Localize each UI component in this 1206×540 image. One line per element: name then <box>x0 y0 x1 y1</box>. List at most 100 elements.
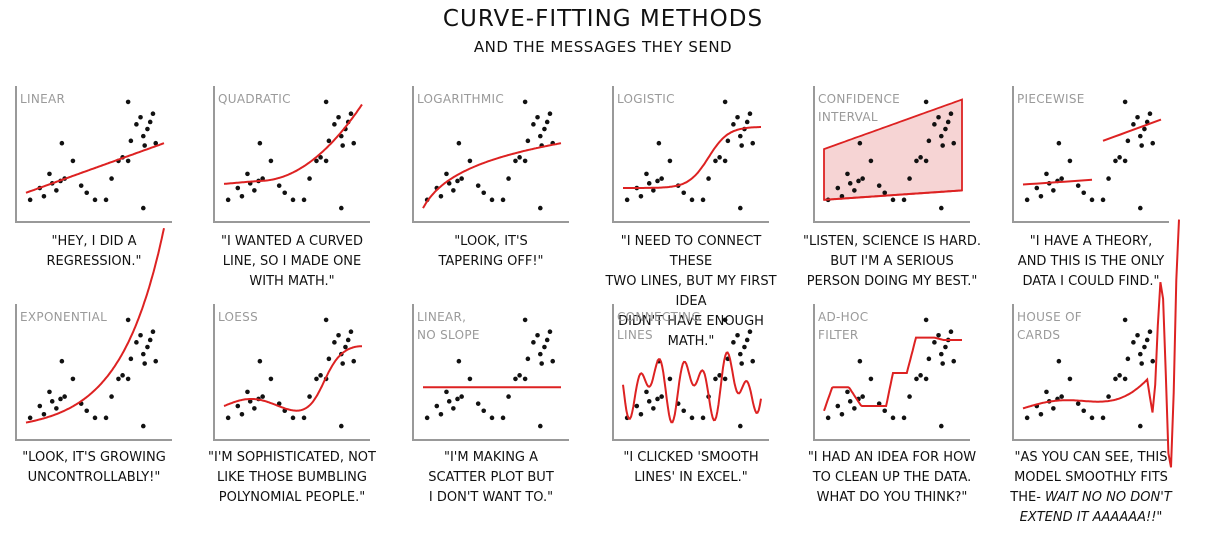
panel-caption: "I HAVE A THEORY, AND THIS IS THE ONLY D… <box>998 232 1184 292</box>
data-point <box>722 99 728 105</box>
data-point <box>239 412 245 417</box>
data-point <box>738 205 743 211</box>
data-point <box>239 194 245 199</box>
data-point <box>326 356 332 362</box>
data-point <box>235 403 241 409</box>
data-point <box>1147 329 1153 334</box>
data-point <box>58 396 63 402</box>
data-point <box>513 376 518 382</box>
data-point <box>276 183 282 188</box>
data-point <box>700 415 706 421</box>
plot-piecewise <box>1012 86 1169 223</box>
panel-label: AD-HOC FILTER <box>818 310 869 342</box>
caption-text: "LOOK, IT'S GROWING UNCONTROLLABLY!" <box>22 450 166 485</box>
fit-curve <box>823 336 962 412</box>
panel-flat: LINEAR, NO SLOPE <box>411 302 571 442</box>
data-point <box>446 181 452 186</box>
data-point <box>856 178 861 184</box>
caption-text: "LISTEN, SCIENCE IS HARD. BUT I'M A SERI… <box>802 234 982 289</box>
axis-lines <box>813 304 970 441</box>
data-point <box>1144 119 1150 125</box>
data-point <box>655 178 660 184</box>
panel-loess: LOESS <box>212 302 372 442</box>
data-point <box>1056 358 1062 364</box>
data-point <box>646 181 652 186</box>
data-point <box>336 114 341 120</box>
fit-curve <box>25 227 165 424</box>
panel-confidence: CONFIDENCE INTERVAL <box>812 84 972 224</box>
data-point <box>145 344 150 350</box>
data-point <box>444 389 449 395</box>
data-point <box>245 389 250 395</box>
data-point <box>1067 376 1073 382</box>
data-point <box>932 340 937 345</box>
panel-exponential: EXPONENTIAL <box>14 227 174 442</box>
data-point <box>47 389 52 395</box>
data-point <box>948 329 954 334</box>
data-point <box>268 158 274 164</box>
axis-lines <box>612 86 769 223</box>
fit-curve <box>422 142 562 209</box>
data-point <box>235 185 241 191</box>
data-point <box>926 356 932 362</box>
data-point <box>323 158 329 164</box>
data-point <box>141 423 146 429</box>
data-point <box>538 351 543 357</box>
data-point <box>70 158 76 164</box>
caption-text: "I HAD AN IDEA FOR HOW TO CLEAN UP THE D… <box>807 450 977 505</box>
data-point <box>713 158 718 164</box>
panel-label: LOGISTIC <box>617 92 675 106</box>
fit-segment <box>1022 178 1093 186</box>
data-point <box>475 183 481 188</box>
data-point <box>932 122 937 127</box>
data-point <box>876 183 882 188</box>
data-point <box>301 197 307 203</box>
data-point <box>860 176 865 181</box>
data-point <box>1100 197 1106 203</box>
data-point <box>109 176 114 181</box>
data-point <box>1051 188 1056 193</box>
data-point <box>459 176 464 181</box>
data-point <box>225 197 231 203</box>
data-point <box>744 119 750 125</box>
data-point <box>340 143 345 148</box>
caption-text: "I CLICKED 'SMOOTH LINES' IN EXCEL." <box>623 450 759 485</box>
panel-caption: "LOOK, IT'S GROWING UNCONTROLLABLY!" <box>1 448 187 488</box>
data-point <box>451 406 456 411</box>
axis-lines <box>213 86 370 223</box>
data-point <box>467 376 473 382</box>
data-point <box>1122 376 1128 382</box>
data-point <box>522 317 528 323</box>
data-point <box>125 317 131 323</box>
data-point <box>689 415 695 421</box>
plot-confidence <box>813 86 970 223</box>
data-point <box>542 126 547 132</box>
data-point <box>1038 412 1044 417</box>
data-point <box>1024 197 1030 203</box>
data-point <box>500 415 506 421</box>
data-point <box>923 376 929 382</box>
axis-lines <box>612 304 769 441</box>
caption-text: "I NEED TO CONNECT THESE TWO LINES, BUT … <box>605 234 777 349</box>
data-point <box>1081 190 1087 196</box>
data-point <box>706 176 711 181</box>
data-point <box>125 158 131 164</box>
data-point <box>907 394 912 399</box>
data-point <box>120 373 125 378</box>
data-point <box>517 155 522 160</box>
data-point <box>890 197 896 203</box>
data-point <box>307 176 312 181</box>
plot-linear <box>15 86 172 223</box>
data-point <box>1051 406 1056 411</box>
data-point <box>739 143 744 148</box>
data-point <box>638 194 644 199</box>
data-point <box>318 373 323 378</box>
data-point <box>722 317 728 323</box>
data-point <box>343 344 348 350</box>
data-point <box>868 376 874 382</box>
data-point <box>651 188 656 193</box>
data-point <box>59 358 65 364</box>
data-point <box>1125 138 1131 144</box>
plot-quadratic <box>213 86 370 223</box>
data-point <box>1138 133 1143 139</box>
